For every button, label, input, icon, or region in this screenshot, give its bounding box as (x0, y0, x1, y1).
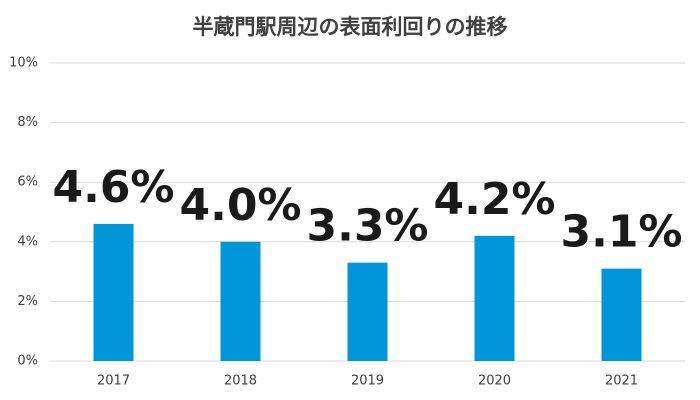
bar (220, 241, 261, 361)
bar (93, 223, 134, 361)
x-tick-label: 2019 (351, 374, 384, 389)
y-tick-label: 10% (9, 56, 38, 71)
x-tick-label: 2017 (97, 374, 130, 389)
chart-title: 半蔵門駅周辺の表面利回りの推移 (193, 15, 508, 39)
y-tick-label: 2% (17, 294, 38, 309)
x-tick-label: 2020 (478, 374, 511, 389)
y-tick-label: 4% (17, 234, 38, 249)
value-label: 3.3% (306, 201, 428, 252)
value-label: 3.1% (560, 207, 682, 258)
bar (474, 235, 515, 361)
value-label: 4.2% (433, 174, 555, 225)
x-tick-label: 2021 (605, 374, 638, 389)
x-tick-label: 2018 (224, 374, 257, 389)
value-label: 4.0% (179, 180, 301, 231)
y-tick-label: 6% (17, 175, 38, 190)
y-tick-label: 8% (17, 115, 38, 130)
bar (347, 262, 388, 361)
value-label: 4.6% (52, 162, 174, 213)
y-tick-label: 0% (17, 354, 38, 369)
bar (601, 268, 642, 361)
